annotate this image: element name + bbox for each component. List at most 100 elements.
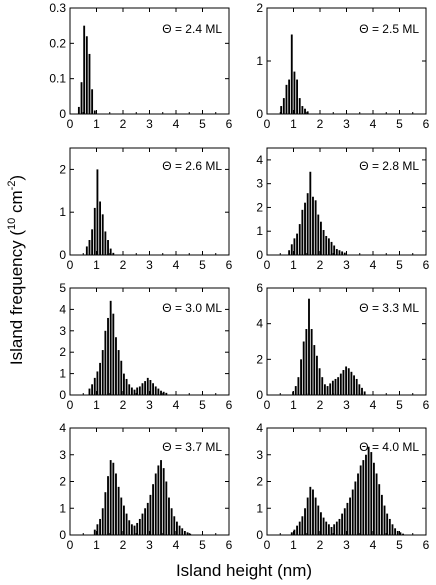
histogram-bar — [133, 525, 136, 535]
x-tick-label: 2 — [317, 117, 324, 131]
x-tick-label: 0 — [264, 538, 271, 552]
histogram-bar — [301, 106, 304, 114]
y-tick-label: 0.2 — [49, 36, 66, 50]
histogram-bar — [373, 462, 375, 535]
histogram-bar — [353, 375, 355, 395]
histogram-bar — [130, 524, 133, 535]
histogram-panel: 0 1 2 3 4 5 6 0 1 2 Θ = 2.6 ML — [59, 147, 233, 272]
histogram-bar — [378, 484, 381, 535]
histogram-bar — [152, 383, 154, 395]
histogram-bar — [341, 251, 344, 255]
histogram-bar — [362, 460, 365, 535]
histogram-bar — [323, 384, 326, 395]
histogram-bar — [349, 497, 351, 535]
histogram-bar — [333, 245, 336, 255]
histogram-bar — [109, 248, 112, 255]
histogram-bar — [297, 377, 300, 395]
x-tick-label: 4 — [370, 398, 377, 412]
histogram-bar — [280, 106, 283, 114]
x-tick-label: 3 — [146, 258, 153, 272]
histogram-bar — [335, 521, 338, 536]
histogram-bar — [146, 502, 149, 535]
histogram-bar — [309, 171, 312, 255]
panel-label: Θ = 2.6 ML — [162, 159, 222, 173]
histogram-bar — [293, 529, 296, 535]
histogram-bar — [388, 518, 391, 535]
histogram-bar — [85, 246, 88, 255]
panel-label: Θ = 2.5 ML — [359, 22, 419, 36]
histogram-bar — [107, 240, 109, 255]
histogram-bar — [162, 468, 165, 536]
y-tick-label: 1 — [59, 367, 66, 381]
panel-label: Θ = 3.0 ML — [162, 301, 222, 315]
x-tick-label: 2 — [317, 398, 324, 412]
histogram-bar — [293, 71, 296, 114]
x-tick-label: 6 — [226, 117, 233, 131]
histogram-panel: 0 1 2 3 4 5 6 0 1 2 3 4 Θ = 2.8 ML — [256, 147, 430, 272]
histogram-bar — [306, 111, 309, 114]
histogram-bar — [338, 250, 341, 255]
histogram-bar — [123, 505, 125, 535]
histogram-bar — [396, 530, 399, 535]
y-axis-title: Island frequency (10 cm-2) — [6, 175, 26, 365]
histogram-bar — [149, 380, 152, 395]
histogram-bar — [183, 530, 186, 535]
histogram-bar — [165, 392, 168, 395]
histogram-bar — [308, 298, 310, 395]
histogram-bar — [347, 368, 350, 395]
y-tick-label: 4 — [59, 302, 66, 316]
x-tick-label: 2 — [317, 538, 324, 552]
x-tick-label: 3 — [343, 117, 350, 131]
x-tick-label: 3 — [146, 538, 153, 552]
histogram-bar — [128, 520, 131, 535]
x-tick-label: 2 — [120, 258, 127, 272]
histogram-bar — [165, 481, 168, 535]
histogram-bar — [370, 452, 373, 535]
histogram-bar — [101, 214, 104, 255]
histogram-bar — [168, 497, 170, 535]
x-tick-label: 4 — [173, 258, 180, 272]
histogram-bar — [363, 391, 366, 395]
y-tick-label: 0 — [256, 388, 263, 402]
x-tick-label: 6 — [423, 117, 430, 131]
y-tick-label: 4 — [256, 317, 263, 331]
histogram-bar — [88, 388, 91, 395]
histogram-panel: 0 1 2 3 4 5 6 0 1 2 3 4 Θ = 4.0 ML — [256, 421, 429, 552]
histogram-bar — [290, 532, 293, 535]
panel-label: Θ = 2.8 ML — [359, 159, 419, 173]
histogram-bar — [383, 505, 386, 535]
x-tick-label: 4 — [370, 117, 377, 131]
histogram-bar — [304, 202, 306, 255]
y-axis-title-superscript: 10 — [6, 218, 18, 230]
histogram-bar — [394, 528, 397, 535]
histogram-bar — [309, 486, 312, 535]
x-tick-label: 1 — [93, 398, 100, 412]
histogram-bar — [93, 377, 96, 395]
histogram-bar — [330, 526, 333, 535]
x-tick-label: 0 — [67, 538, 74, 552]
x-tick-label: 6 — [226, 258, 233, 272]
histogram-bar — [304, 108, 306, 114]
histogram-bar — [298, 98, 301, 114]
histogram-bar — [109, 300, 112, 395]
x-tick-label: 0 — [264, 398, 271, 412]
histogram-bar — [322, 230, 325, 255]
x-tick-label: 0 — [67, 398, 74, 412]
histogram-bar — [325, 235, 328, 255]
histogram-bar — [77, 106, 80, 114]
panel-label: Θ = 3.3 ML — [359, 301, 419, 315]
histogram-bar — [112, 462, 115, 535]
x-tick-label: 6 — [226, 398, 233, 412]
histogram-bar — [144, 508, 147, 535]
histogram-bar — [341, 513, 344, 535]
histogram-bar — [96, 524, 99, 535]
x-tick-label: 3 — [343, 398, 350, 412]
x-tick-label: 2 — [120, 398, 127, 412]
histogram-bar — [327, 238, 330, 255]
histogram-bar — [125, 378, 128, 395]
histogram-bar — [343, 508, 346, 535]
x-tick-label: 3 — [343, 538, 350, 552]
histogram-bar — [112, 252, 115, 255]
histogram-bar — [170, 508, 173, 535]
